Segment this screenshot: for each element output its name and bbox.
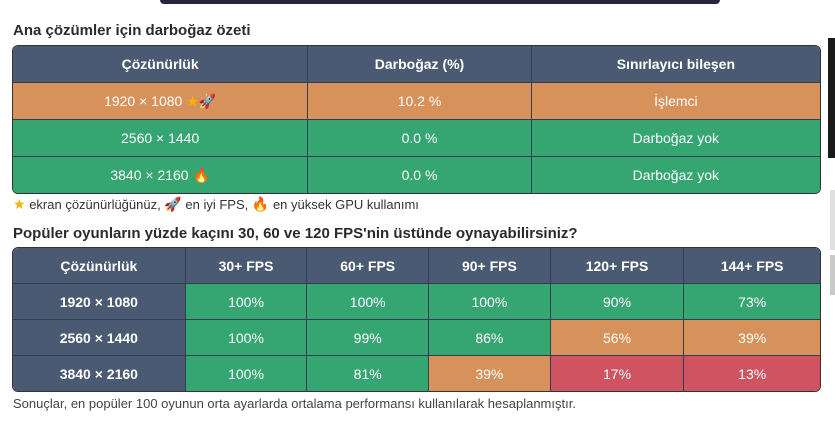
table-header-row: Çözünürlük Darboğaz (%) Sınırlayıcı bile… xyxy=(13,46,820,83)
fps-cell: 17% xyxy=(550,356,685,391)
footnote: Sonuçlar, en popüler 100 oyunun orta aya… xyxy=(13,396,576,411)
fps-cell: 39% xyxy=(684,320,820,356)
fps-cell: 100% xyxy=(429,284,551,320)
resolution-cell: 3840 × 2160 🔥 xyxy=(13,157,309,193)
fps-coverage-title: Popüler oyunların yüzde kaçını 30, 60 ve… xyxy=(13,225,578,242)
column-header-bottleneck: Darboğaz (%) xyxy=(308,46,532,83)
component-cell: Darboğaz yok xyxy=(531,120,820,157)
table-row: 2560 × 1440 100% 99% 86% 56% 39% xyxy=(13,320,820,356)
legend-screen-resolution: ekran çözünürlüğünüz, xyxy=(29,197,161,212)
table-row: 2560 × 1440 0.0 % Darboğaz yok xyxy=(13,120,820,157)
rocket-icon: 🚀 xyxy=(198,93,217,110)
table-row: 3840 × 2160 100% 81% 39% 17% 13% xyxy=(13,356,820,391)
component-cell: İşlemci xyxy=(531,83,820,120)
resolution-label: 2560 × 1440 xyxy=(121,130,200,146)
row-header-resolution: 3840 × 2160 xyxy=(13,356,186,391)
column-header-144fps: 144+ FPS xyxy=(684,248,820,284)
top-banner-edge xyxy=(160,0,720,4)
bottleneck-cell: 10.2 % xyxy=(308,83,532,120)
fps-cell: 86% xyxy=(429,320,551,356)
side-panel-edge xyxy=(830,190,835,250)
fps-cell: 13% xyxy=(684,356,820,391)
resolution-cell: 2560 × 1440 xyxy=(13,120,309,157)
table-row: 1920 × 1080 100% 100% 100% 90% 73% xyxy=(13,284,820,320)
fps-cell: 99% xyxy=(307,320,430,356)
legend-highest-gpu: en yüksek GPU kullanımı xyxy=(272,197,419,212)
side-panel-edge xyxy=(830,255,835,295)
resolution-label: 1920 × 1080 xyxy=(104,92,183,109)
column-header-30fps: 30+ FPS xyxy=(185,248,308,284)
table-header-row: Çözünürlük 30+ FPS 60+ FPS 90+ FPS 120+ … xyxy=(13,248,820,284)
table-row: 1920 × 1080 ★🚀 10.2 % İşlemci xyxy=(13,83,820,120)
fps-cell: 100% xyxy=(185,320,308,356)
column-header-120fps: 120+ FPS xyxy=(550,248,685,284)
fps-cell: 100% xyxy=(185,284,308,320)
fps-cell: 81% xyxy=(307,356,430,391)
resolution-cell: 1920 × 1080 ★🚀 xyxy=(13,83,309,120)
fps-cell: 100% xyxy=(185,356,308,391)
bottleneck-cell: 0.0 % xyxy=(308,157,532,193)
row-header-resolution: 2560 × 1440 xyxy=(13,320,186,356)
column-header-limiting-component: Sınırlayıcı bileşen xyxy=(531,46,820,83)
bottleneck-summary-title: Ana çözümler için darboğaz özeti xyxy=(13,22,251,39)
column-header-resolution: Çözünürlük xyxy=(13,46,309,83)
column-header-90fps: 90+ FPS xyxy=(429,248,551,284)
legend: ★ ekran çözünürlüğünüz, 🚀 en iyi FPS, 🔥 … xyxy=(13,197,419,213)
fps-cell: 56% xyxy=(550,320,685,356)
fps-cell: 100% xyxy=(307,284,430,320)
legend-best-fps: en iyi FPS, xyxy=(185,197,249,212)
row-header-resolution: 1920 × 1080 xyxy=(13,284,186,320)
side-panel-edge xyxy=(828,38,835,158)
resolution-label: 3840 × 2160 xyxy=(110,166,189,183)
fps-cell: 73% xyxy=(684,284,820,320)
rocket-icon: 🚀 xyxy=(164,197,182,213)
table-row: 3840 × 2160 🔥 0.0 % Darboğaz yok xyxy=(13,157,820,193)
fire-icon: 🔥 xyxy=(192,167,210,184)
fps-coverage-table: Çözünürlük 30+ FPS 60+ FPS 90+ FPS 120+ … xyxy=(12,247,821,392)
fire-icon: 🔥 xyxy=(251,197,270,213)
column-header-60fps: 60+ FPS xyxy=(307,248,430,284)
star-icon: ★ xyxy=(186,93,199,110)
component-cell: Darboğaz yok xyxy=(531,157,820,193)
fps-cell: 39% xyxy=(429,356,551,391)
fps-cell: 90% xyxy=(550,284,685,320)
column-header-resolution: Çözünürlük xyxy=(13,248,186,284)
bottleneck-cell: 0.0 % xyxy=(308,120,532,157)
bottleneck-summary-table: Çözünürlük Darboğaz (%) Sınırlayıcı bile… xyxy=(12,45,821,194)
star-icon: ★ xyxy=(13,197,26,213)
